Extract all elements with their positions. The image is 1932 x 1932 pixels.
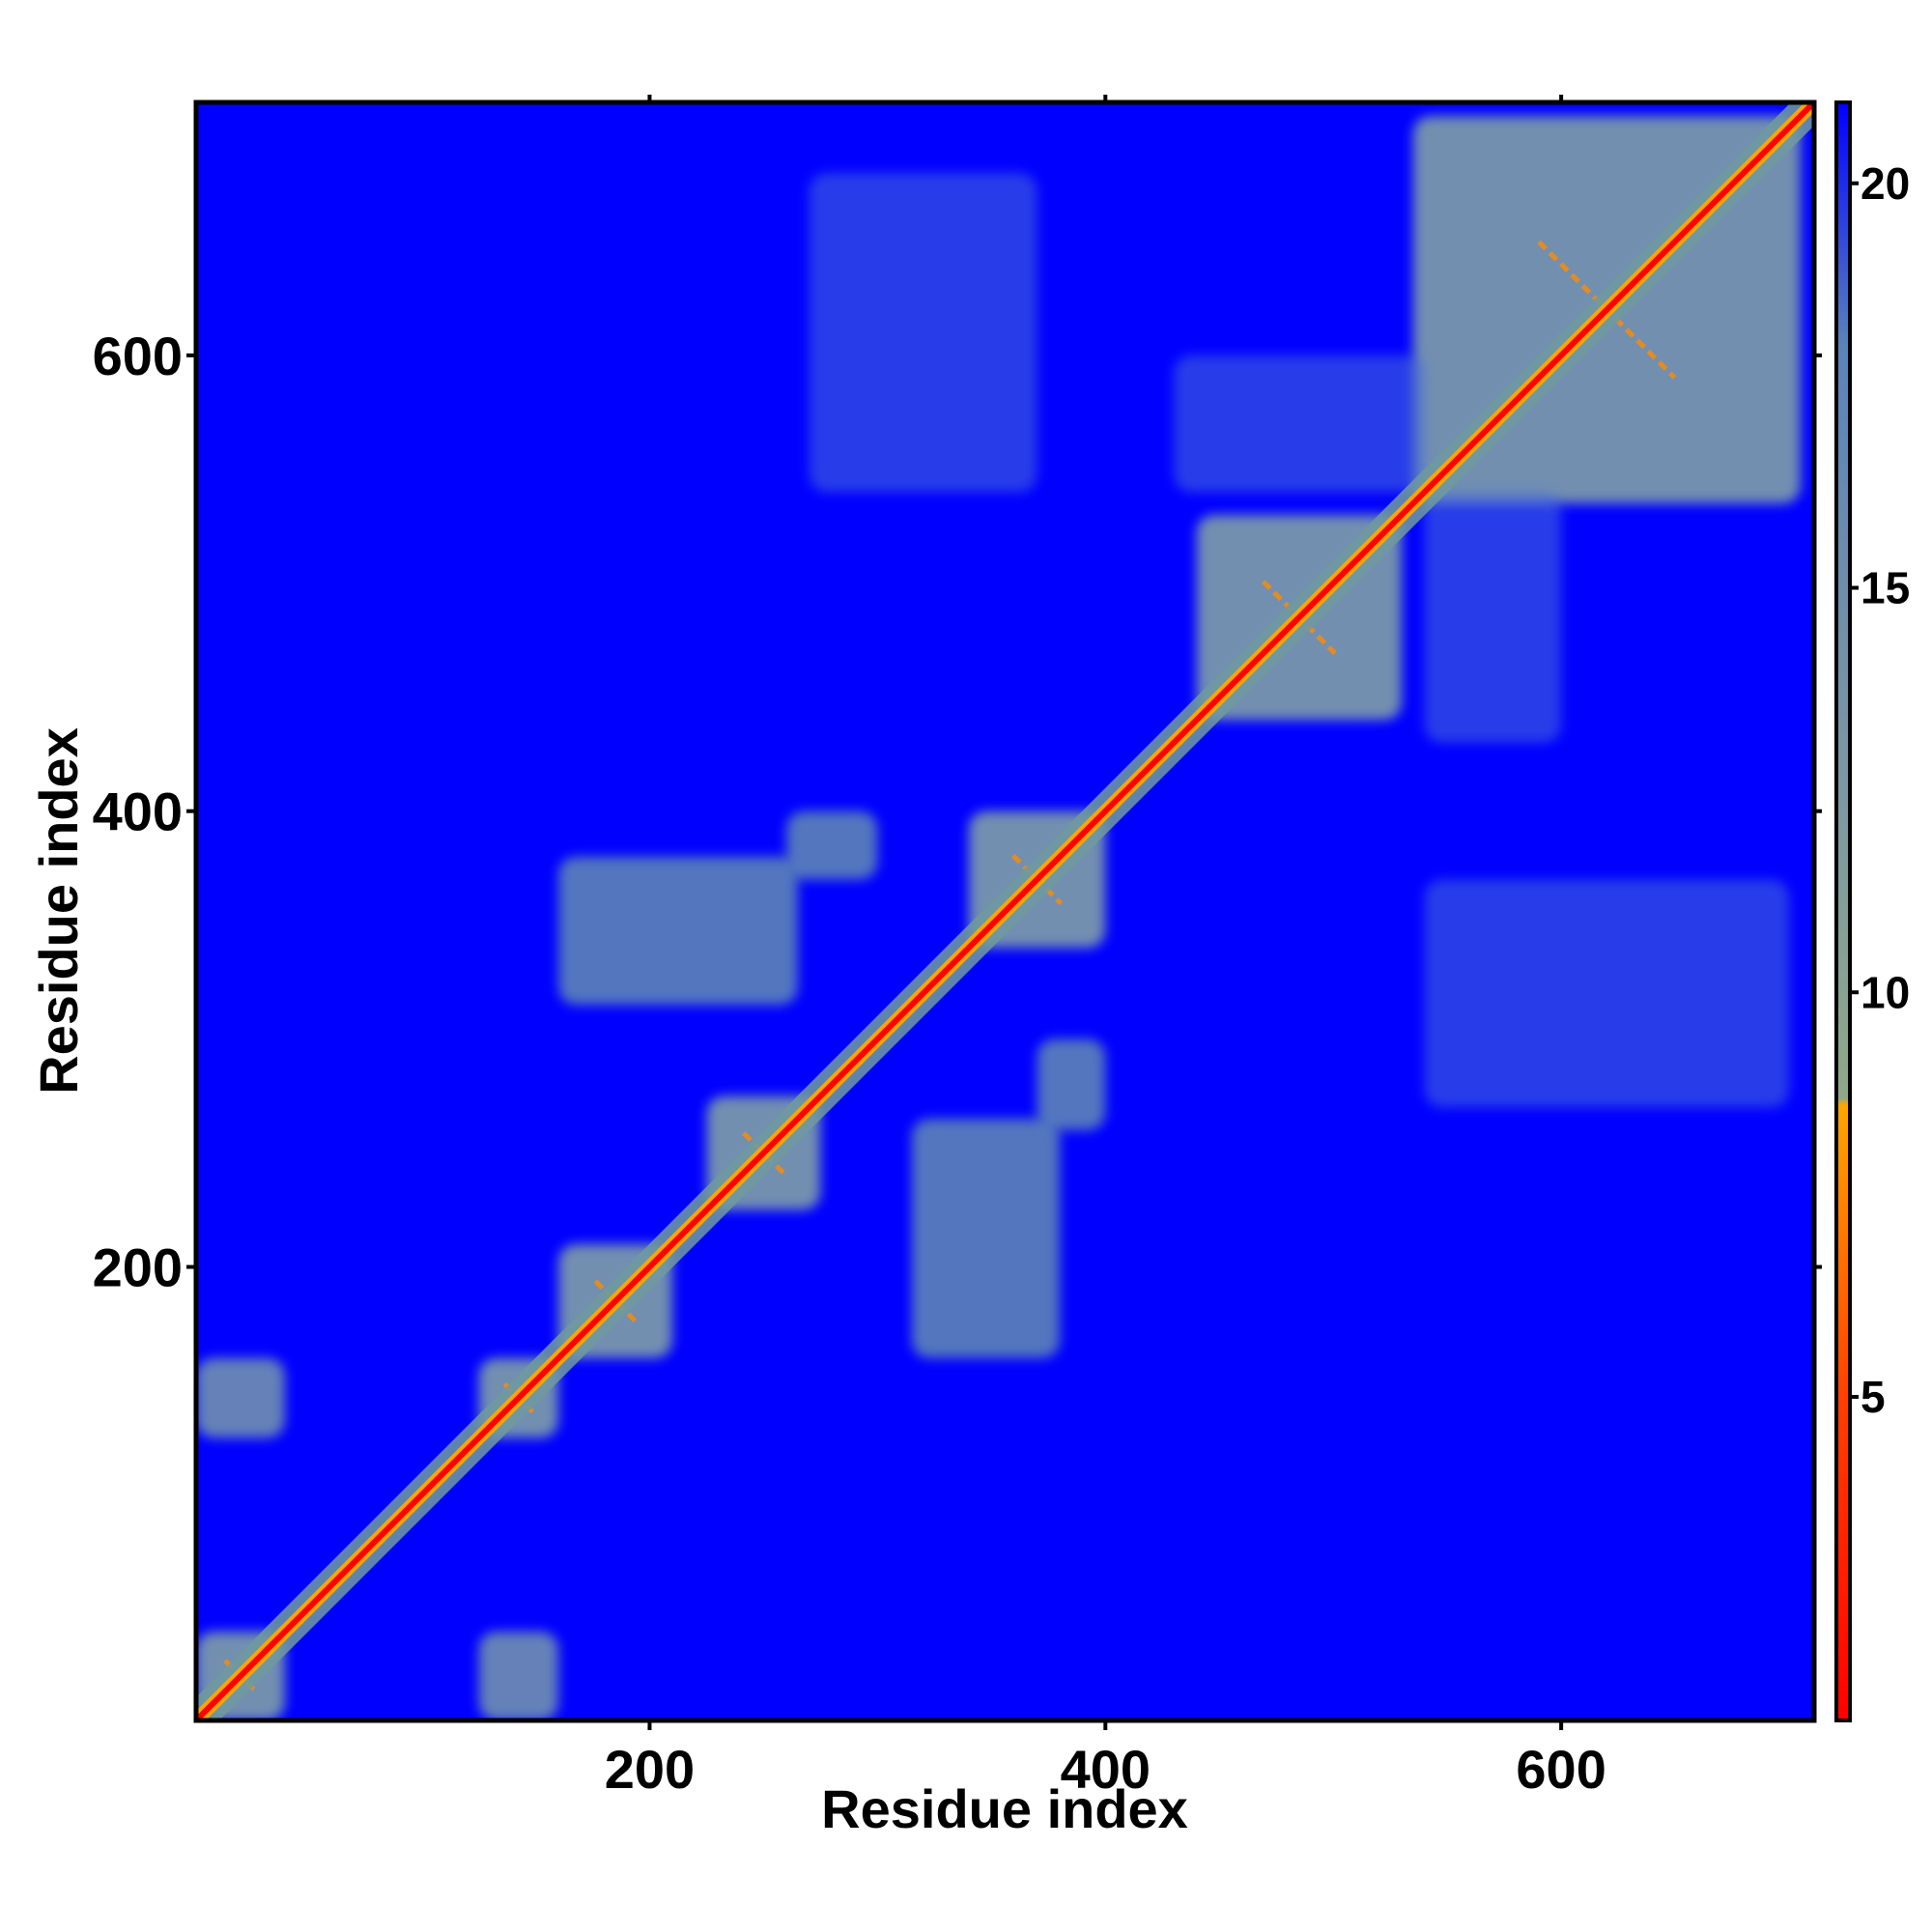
diagonal-line: [196, 102, 1814, 1720]
colorbar-ticks: 5 10 15 20: [1850, 158, 1910, 1422]
y-axis-title: Residue index: [28, 727, 89, 1094]
y-tick-label: 400: [93, 781, 183, 842]
colorbar: [1834, 100, 1852, 1722]
colorbar-tick-label: 10: [1861, 967, 1910, 1017]
colorbar-tick-label: 5: [1861, 1372, 1886, 1422]
contact-region-16: [1174, 355, 1425, 493]
contact-region-9: [478, 1631, 559, 1720]
y-axis-ticks: 200 400 600: [93, 326, 1822, 1298]
diagonal: [196, 102, 1814, 1720]
y-tick-label: 600: [93, 326, 183, 386]
contact-region-13: [1037, 1038, 1106, 1130]
x-tick-label: 400: [1061, 1739, 1151, 1800]
contact-region-15: [1424, 879, 1790, 1108]
y-tick-label: 200: [93, 1237, 183, 1298]
contact-region-10: [558, 856, 798, 1006]
contact-region-8: [196, 1357, 286, 1438]
x-tick-label: 200: [605, 1739, 695, 1800]
contact-region-14: [809, 173, 1037, 493]
contact-region-11: [911, 1119, 1061, 1358]
colorbar-tick-label: 20: [1861, 158, 1910, 209]
contact-region-17: [1424, 492, 1562, 743]
plot-frame: [193, 99, 1817, 1723]
colorbar-tick-label: 15: [1861, 563, 1910, 613]
contact-streak-3: [593, 1279, 638, 1323]
x-tick-label: 600: [1516, 1739, 1605, 1800]
contact-region-12: [786, 810, 878, 880]
contact-streak-4: [742, 1131, 785, 1175]
x-axis-ticks: 200 400 600: [605, 95, 1606, 1800]
x-axis-title: Residue index: [821, 1778, 1188, 1839]
